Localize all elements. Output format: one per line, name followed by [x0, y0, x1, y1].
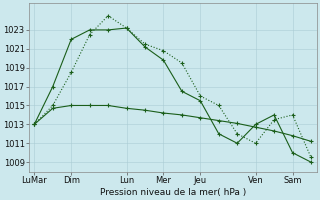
X-axis label: Pression niveau de la mer( hPa ): Pression niveau de la mer( hPa ) — [100, 188, 246, 197]
